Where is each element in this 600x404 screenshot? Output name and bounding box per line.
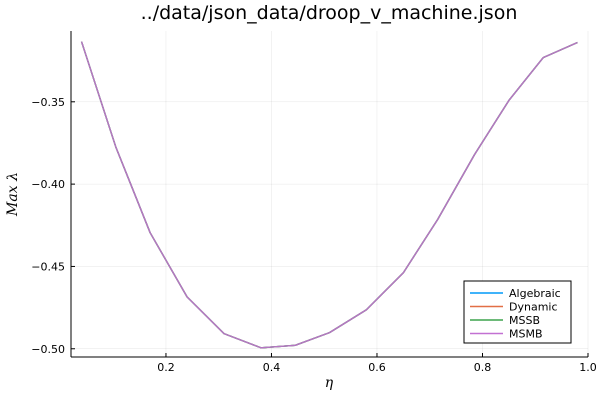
legend-box xyxy=(463,280,572,344)
chart-title: ../data/json_data/droop_v_machine.json xyxy=(141,2,518,24)
series-lines xyxy=(80,41,578,349)
y-tick-label: −0.40 xyxy=(31,178,65,191)
legend-label-algebraic: Algebraic xyxy=(509,287,561,300)
x-tick-label: 1.0 xyxy=(579,361,597,374)
y-axis-label: Max λ xyxy=(5,172,21,217)
y-tick-label: −0.35 xyxy=(31,96,65,109)
x-tick-label: 0.4 xyxy=(263,361,281,374)
x-tick-label: 0.6 xyxy=(368,361,386,374)
grid-lines xyxy=(71,31,589,357)
x-axis-label: η xyxy=(325,375,334,391)
legend-label-mssb: MSSB xyxy=(509,314,540,327)
y-tick-label: −0.45 xyxy=(31,260,65,273)
x-tick-label: 0.8 xyxy=(474,361,492,374)
axes xyxy=(70,31,588,358)
legend-label-dynamic: Dynamic xyxy=(509,301,558,314)
legend-label-msmb: MSMB xyxy=(509,328,543,341)
series-line-msmb xyxy=(80,41,578,349)
tick-labels: 0.2 0.4 0.6 0.8 1.0 −0.50 −0.45 −0.40 −0.35 xyxy=(31,96,596,374)
y-tick-label: −0.50 xyxy=(31,343,65,356)
x-tick-label: 0.2 xyxy=(157,361,175,374)
